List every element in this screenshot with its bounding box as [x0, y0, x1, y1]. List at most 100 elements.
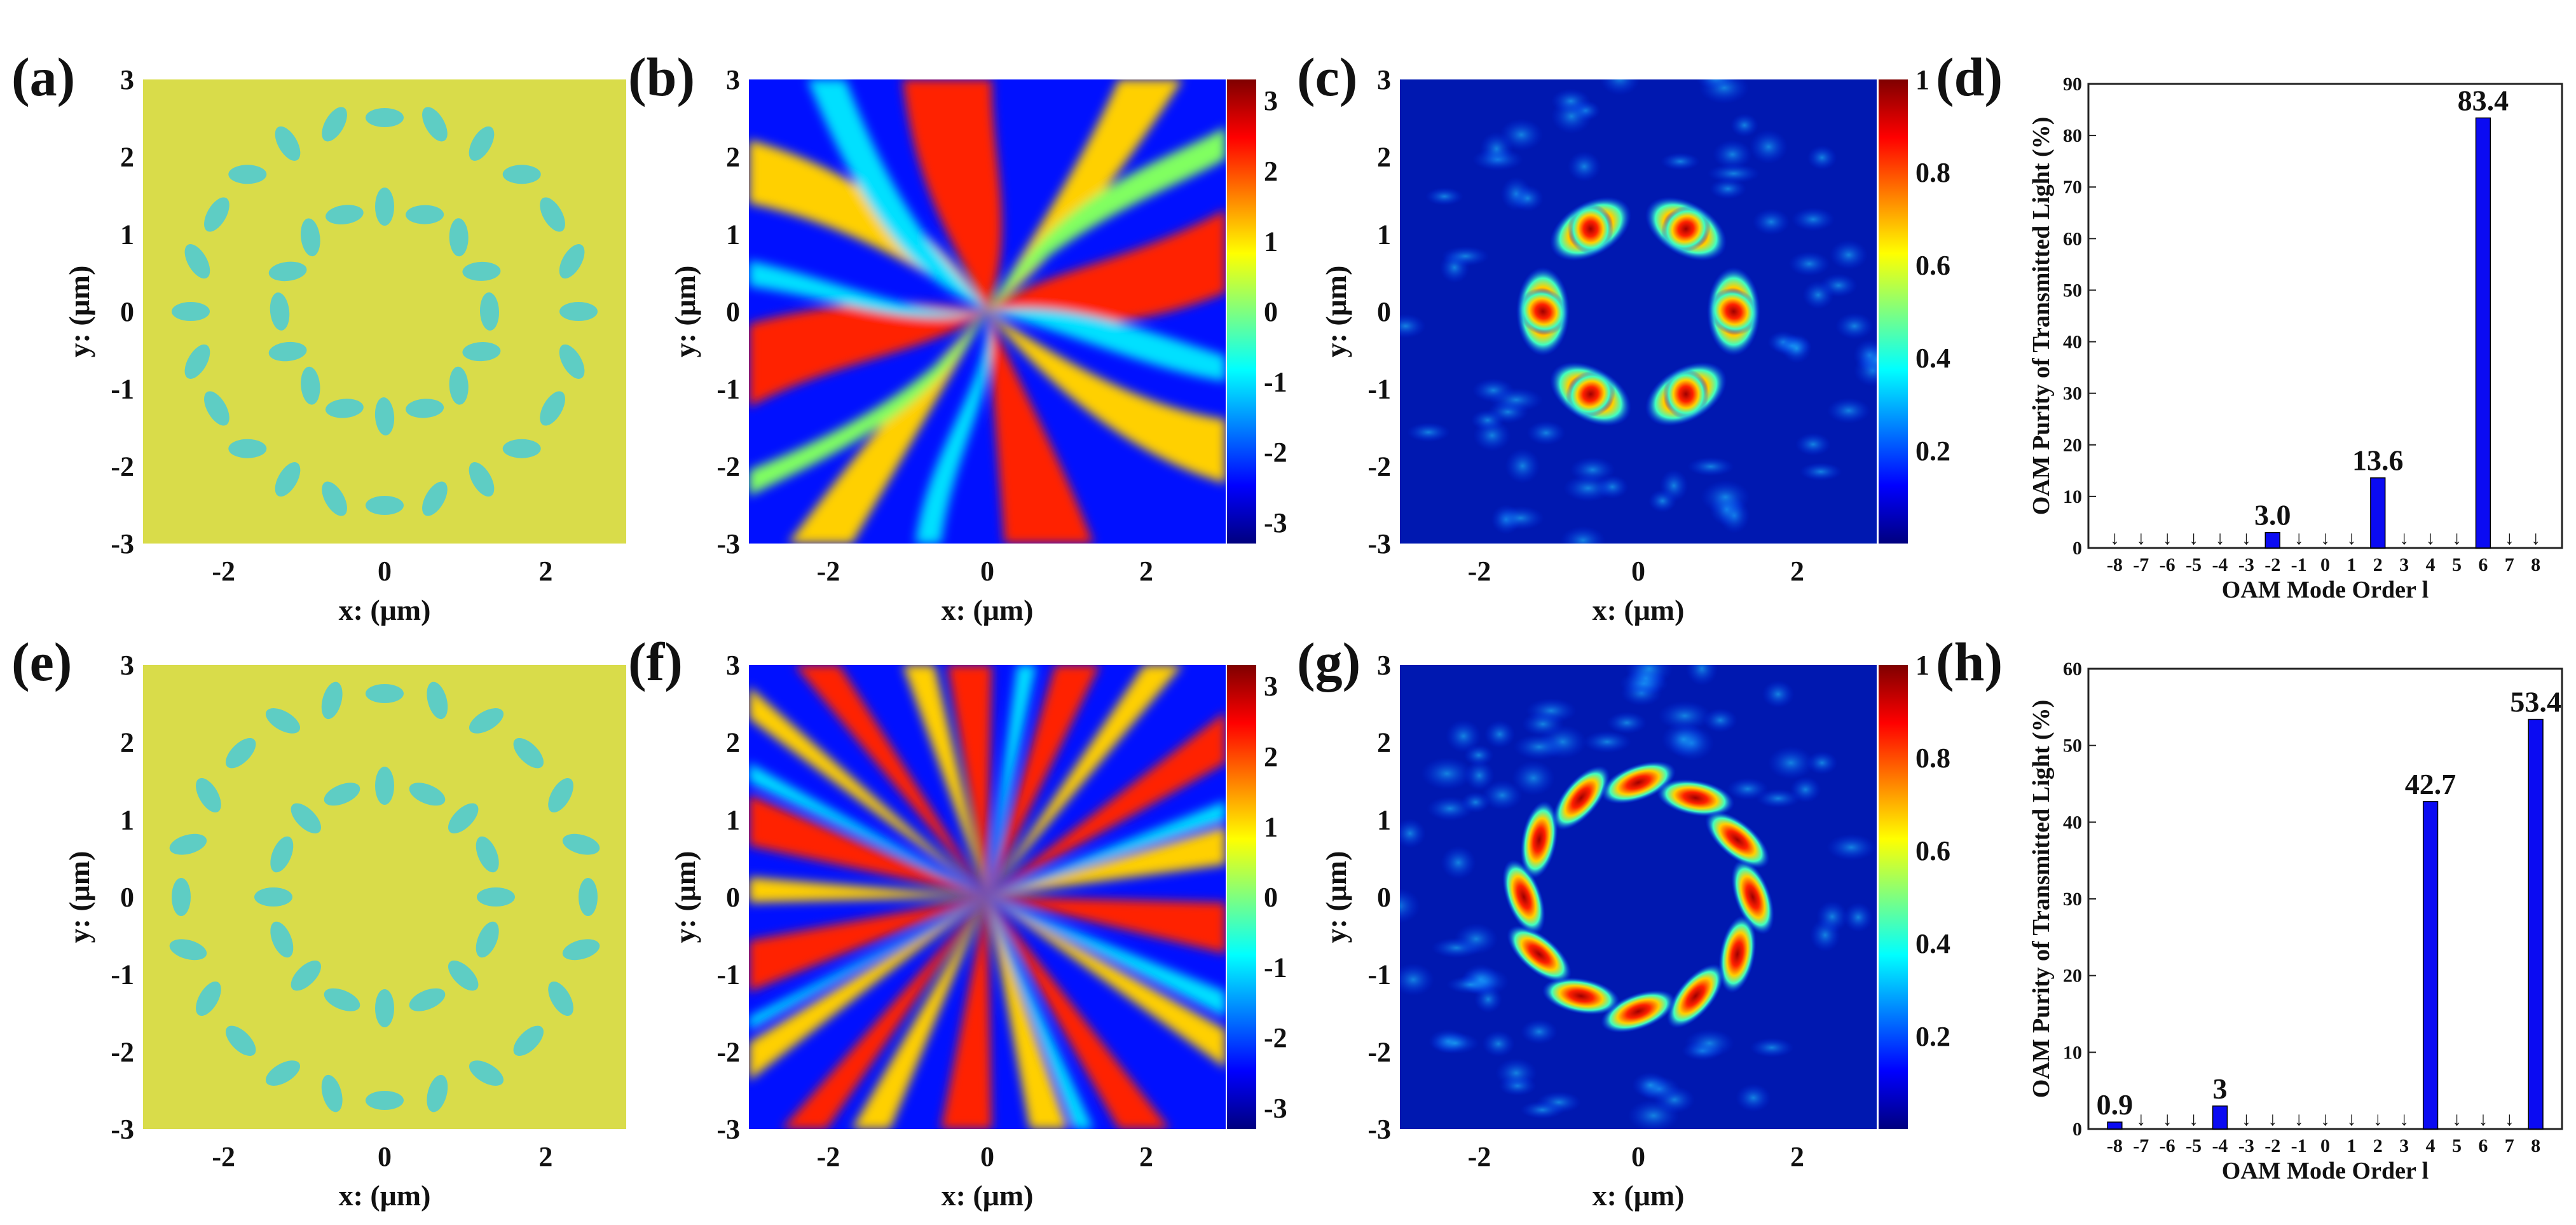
nanostructure-ellipse — [169, 939, 207, 961]
nanostructure-ellipse — [449, 218, 469, 257]
intensity-speck — [1441, 845, 1476, 880]
x-tick-label: -4 — [2212, 1135, 2228, 1156]
nanostructure-ellipse — [409, 783, 446, 806]
x-tick-label: 2 — [538, 556, 552, 587]
x-tick-label: -2 — [817, 556, 840, 587]
x-tick-label: 4 — [2426, 554, 2436, 575]
colorbar-tick-label: 0.4 — [1915, 928, 1950, 959]
intensity-lobe — [1718, 915, 1757, 994]
nanostructure-ellipse — [325, 205, 364, 224]
zero-marker: ↓ — [2346, 1109, 2356, 1130]
intensity-speck — [1781, 333, 1812, 364]
x-tick-label: 0 — [1631, 556, 1645, 587]
intensity-speck — [1752, 208, 1790, 236]
zero-marker: ↓ — [2294, 528, 2304, 549]
x-tick-label: 2 — [1139, 1141, 1153, 1172]
intensity-speck — [1659, 469, 1689, 502]
intensity-speck — [1806, 751, 1838, 775]
y-tick-label: 70 — [2063, 177, 2082, 198]
colorbar-tick-label: -3 — [1264, 1093, 1287, 1124]
intensity-speck — [1756, 788, 1800, 809]
nanostructure-ellipse — [448, 803, 479, 834]
nanostructure-ellipse — [265, 708, 301, 734]
y-tick-label: 2 — [1377, 142, 1391, 173]
intensity-speck — [1713, 139, 1752, 170]
colorbar-tick-label: 0.6 — [1915, 250, 1950, 281]
x-tick-label: -3 — [2238, 1135, 2254, 1156]
zero-marker: ↓ — [2110, 528, 2120, 549]
intensity-speck — [1551, 88, 1591, 114]
zero-marker: ↓ — [2136, 1109, 2146, 1130]
nanostructure-ellipse — [291, 960, 322, 991]
x-tick-label: 6 — [2478, 554, 2488, 575]
nanostructure-ellipse — [374, 397, 395, 435]
intensity-speck — [1625, 665, 1673, 685]
nanostructure-ellipse — [275, 462, 301, 497]
intensity-speck — [1762, 680, 1795, 708]
x-tick-label: -3 — [2238, 554, 2254, 575]
y-tick-label: 0 — [2072, 538, 2082, 559]
nanostructure-ellipse — [228, 439, 267, 458]
y-axis-label: OAM Purity of Transmitted Light (%) — [2028, 700, 2055, 1098]
nanostructure-ellipse — [422, 481, 448, 516]
x-tick-label: 2 — [2373, 1135, 2383, 1156]
nanostructure-ellipse — [225, 1025, 256, 1057]
intensity-speck — [1703, 708, 1737, 733]
nanostructure-ellipse — [322, 107, 347, 142]
zero-marker: ↓ — [2426, 528, 2436, 549]
intensity-lobe — [1520, 800, 1558, 879]
intensity-speck — [1795, 432, 1832, 456]
panel-f-phase — [749, 665, 1226, 1129]
colorbar-tick-label: 1 — [1915, 64, 1929, 95]
y-tick-label: -1 — [716, 374, 740, 405]
y-tick-label: 20 — [2063, 435, 2082, 456]
nanostructure-ellipse — [462, 261, 501, 281]
x-tick-label: 2 — [1790, 556, 1804, 587]
intensity-speck — [1661, 152, 1700, 171]
intensity-speck — [1526, 420, 1566, 446]
intensity-speck — [1521, 711, 1565, 737]
nanostructure-ellipse — [406, 205, 444, 224]
x-axis-label: OAM Mode Order l — [2222, 577, 2429, 603]
y-tick-label: 2 — [726, 727, 740, 758]
intensity-specks-c — [1400, 79, 1877, 544]
x-tick-label: -8 — [2107, 554, 2123, 575]
zero-marker: ↓ — [2373, 1109, 2383, 1130]
intensity-speck — [1843, 902, 1874, 933]
intensity-speck — [1499, 118, 1544, 151]
y-axis-label: y: (μm) — [63, 266, 95, 358]
intensity-speck — [1431, 1032, 1479, 1055]
intensity-speck — [1521, 1019, 1558, 1044]
y-tick-label: -1 — [716, 959, 740, 990]
y-tick-label: -2 — [1367, 1036, 1391, 1067]
nanostructure-ellipse — [448, 960, 479, 991]
nanostructure-ellipse — [196, 777, 221, 813]
zero-marker: ↓ — [2320, 1109, 2330, 1130]
intensity-speck — [1661, 722, 1706, 757]
x-tick-label: 1 — [2346, 1135, 2356, 1156]
x-tick-label: -1 — [2291, 1135, 2307, 1156]
x-axis-label: x: (μm) — [339, 594, 431, 626]
y-tick-label: 20 — [2063, 966, 2082, 987]
intensity-speck — [1490, 387, 1543, 413]
nanostructure-ellipse — [559, 344, 585, 379]
nanostructure-ellipse — [196, 981, 221, 1016]
intensity-speck — [1400, 963, 1435, 996]
x-tick-label: -5 — [2186, 554, 2202, 575]
colorbar-tick-label: 1 — [1264, 811, 1278, 842]
panel-b-phase — [749, 79, 1226, 544]
x-tick-label: -7 — [2133, 554, 2149, 575]
intensity-speck — [1829, 240, 1868, 270]
y-tick-label: -3 — [1367, 528, 1391, 559]
x-tick-label: -2 — [1468, 556, 1491, 587]
bar-value-label: 13.6 — [2352, 444, 2404, 477]
y-tick-label: 1 — [1377, 804, 1391, 835]
zero-marker: ↓ — [2452, 528, 2462, 549]
intensity-speck — [1600, 79, 1640, 96]
y-tick-label: 2 — [1377, 727, 1391, 758]
x-tick-label: 2 — [538, 1141, 552, 1172]
nanostructure-ellipse — [449, 366, 469, 405]
y-tick-label: -3 — [716, 528, 740, 559]
colorbar-tick-label: -2 — [1264, 1022, 1287, 1053]
